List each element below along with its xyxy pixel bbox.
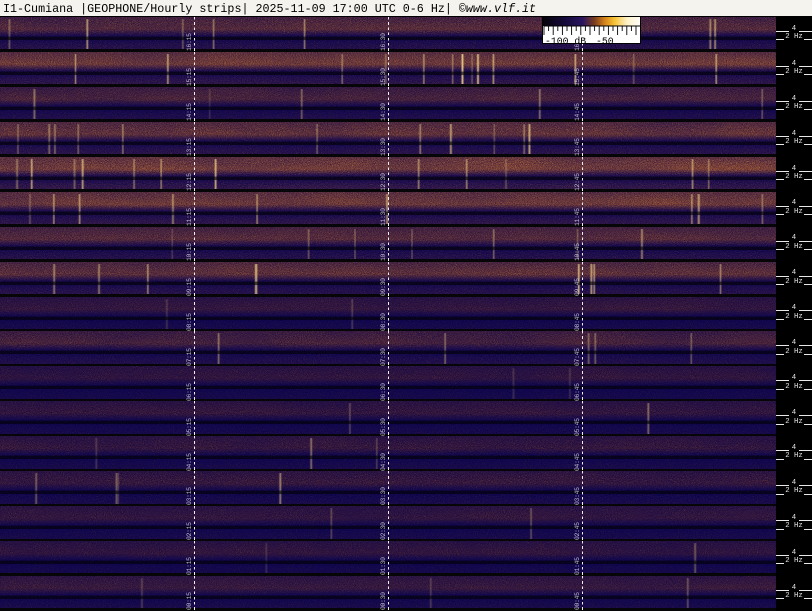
svg-text:-50: -50 — [596, 36, 614, 44]
svg-text:-100 dB: -100 dB — [545, 36, 586, 44]
